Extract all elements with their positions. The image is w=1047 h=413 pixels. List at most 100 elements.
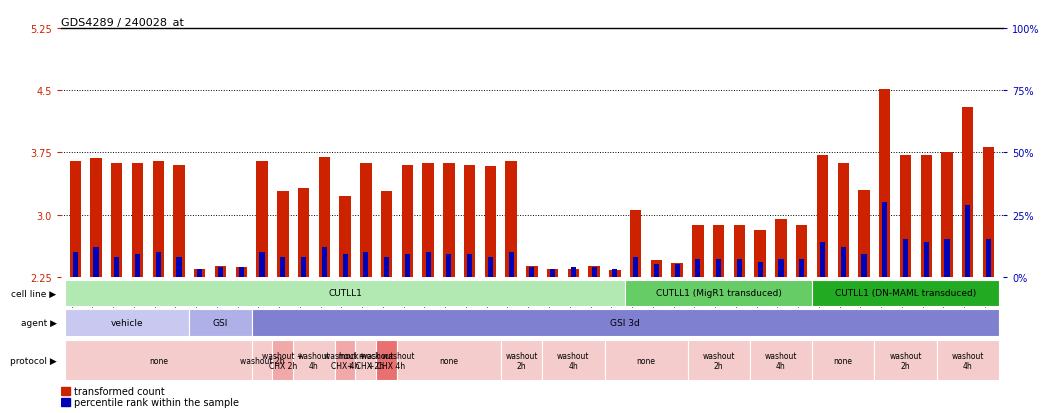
Bar (360, 164, 372, 277)
Bar (796, 225, 807, 277)
Bar (260, 252, 265, 277)
Text: none: none (440, 356, 459, 365)
Bar (321, 247, 327, 277)
Bar (944, 240, 950, 277)
Text: none: none (149, 356, 168, 365)
Bar (692, 225, 704, 277)
Bar (817, 156, 828, 277)
Bar (300, 257, 306, 277)
Bar (464, 166, 475, 277)
Bar (509, 252, 514, 277)
Text: mock washout
+ CHX 2h: mock washout + CHX 2h (338, 351, 394, 370)
Bar (588, 266, 600, 277)
Bar (293, 340, 335, 380)
Bar (609, 271, 621, 277)
Bar (838, 164, 849, 277)
Bar (737, 260, 742, 277)
Text: washout
4h: washout 4h (557, 351, 589, 370)
Text: CUTLL1 (DN-MAML transduced): CUTLL1 (DN-MAML transduced) (834, 289, 976, 298)
Bar (257, 161, 268, 277)
Bar (363, 252, 369, 277)
Bar (962, 107, 974, 277)
Bar (550, 270, 555, 277)
Bar (376, 340, 397, 380)
Bar (397, 340, 500, 380)
Bar (69, 161, 81, 277)
Bar (841, 247, 846, 277)
Bar (425, 252, 430, 277)
Text: cell line ▶: cell line ▶ (12, 289, 57, 298)
Text: agent ▶: agent ▶ (21, 318, 57, 328)
Bar (630, 211, 642, 277)
Bar (542, 340, 604, 380)
Bar (755, 230, 766, 277)
Bar (215, 266, 226, 277)
Bar (965, 205, 971, 277)
Bar (903, 240, 908, 277)
Bar (446, 255, 451, 277)
Bar (734, 225, 745, 277)
Bar (65, 340, 251, 380)
Bar (61, 398, 70, 406)
Bar (530, 267, 534, 277)
Bar (156, 252, 161, 277)
Bar (355, 340, 376, 380)
Bar (251, 340, 272, 380)
Bar (422, 164, 433, 277)
Text: transformed count: transformed count (74, 386, 164, 396)
Bar (93, 247, 98, 277)
Bar (384, 257, 389, 277)
Bar (190, 309, 251, 337)
Bar (899, 156, 911, 277)
Bar (650, 261, 662, 277)
Bar (402, 166, 414, 277)
Bar (218, 267, 223, 277)
Bar (153, 161, 164, 277)
Bar (174, 166, 184, 277)
Bar (695, 260, 700, 277)
Bar (883, 203, 887, 277)
Bar (986, 240, 992, 277)
Bar (281, 257, 286, 277)
Bar (812, 340, 874, 380)
Bar (485, 167, 496, 277)
Bar (527, 266, 537, 277)
Bar (920, 156, 932, 277)
Text: CUTLL1 (MigR1 transduced): CUTLL1 (MigR1 transduced) (655, 289, 782, 298)
Text: washout
2h: washout 2h (889, 351, 921, 370)
Bar (197, 270, 202, 277)
Bar (65, 309, 190, 337)
Text: washout
4h: washout 4h (952, 351, 984, 370)
Text: none: none (637, 356, 655, 365)
Text: washout 2h: washout 2h (240, 356, 285, 365)
Bar (633, 257, 639, 277)
Bar (688, 340, 750, 380)
Bar (177, 257, 181, 277)
Bar (778, 260, 783, 277)
Bar (812, 280, 999, 306)
Bar (604, 340, 688, 380)
Bar (923, 242, 929, 277)
Bar (775, 219, 786, 277)
Text: GSI 3d: GSI 3d (610, 318, 640, 328)
Bar (405, 255, 410, 277)
Bar (937, 340, 999, 380)
Bar (277, 192, 289, 277)
Bar (506, 161, 517, 277)
Text: protocol ▶: protocol ▶ (9, 356, 57, 365)
Text: GSI: GSI (213, 318, 228, 328)
Text: washout
4h: washout 4h (764, 351, 797, 370)
Bar (111, 164, 122, 277)
Bar (859, 190, 870, 277)
Bar (571, 267, 576, 277)
Text: CUTLL1: CUTLL1 (328, 289, 362, 298)
Bar (72, 252, 77, 277)
Bar (135, 255, 140, 277)
Bar (500, 340, 542, 380)
Text: washout
2h: washout 2h (703, 351, 735, 370)
Bar (671, 263, 683, 277)
Bar (61, 387, 70, 395)
Bar (713, 225, 725, 277)
Bar (488, 257, 493, 277)
Text: washout +
CHX 2h: washout + CHX 2h (262, 351, 304, 370)
